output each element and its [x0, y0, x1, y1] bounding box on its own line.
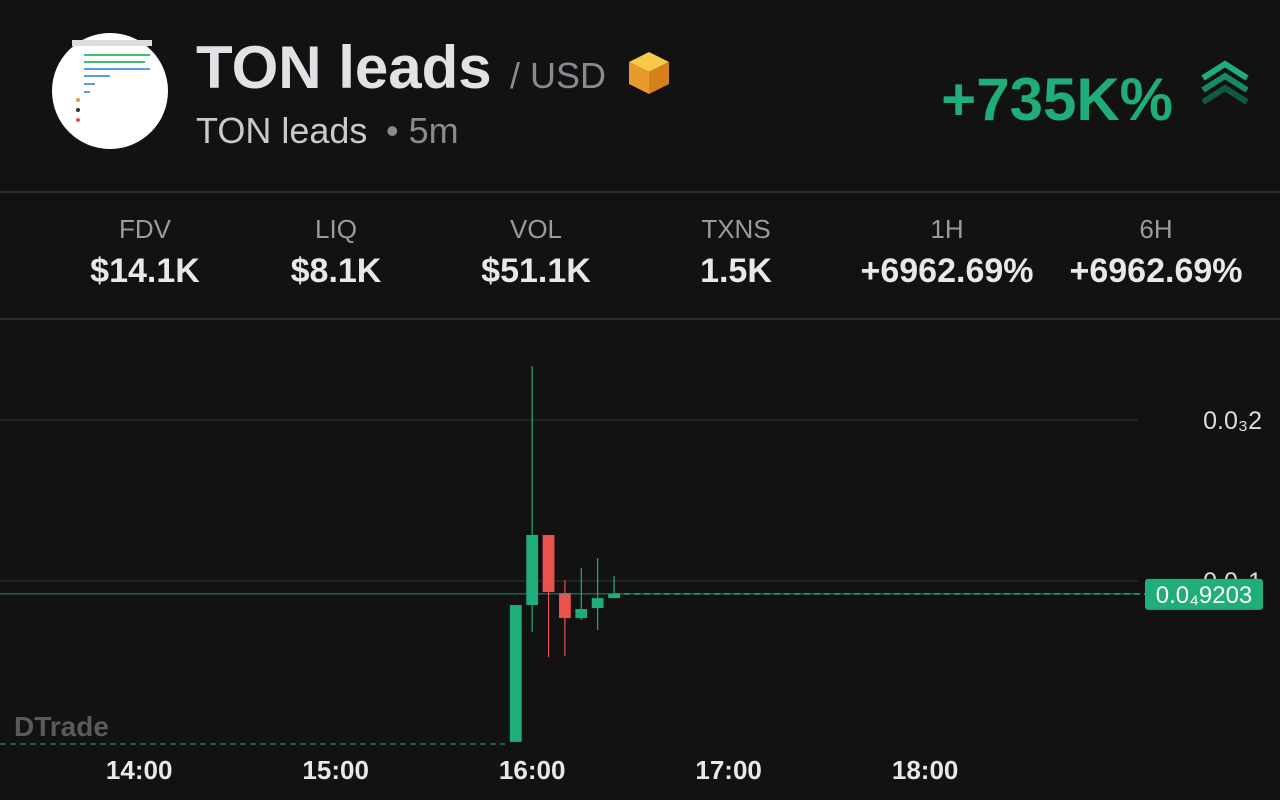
stat-value: $8.1K: [291, 252, 382, 290]
stats-row: FDV $14.1K LIQ $8.1K VOL $51.1K TXNS 1.5K 1H +696…: [90, 214, 1242, 290]
token-title: TON leads: [196, 34, 492, 101]
watermark: DTrade: [14, 711, 109, 742]
stat-label: FDV: [119, 214, 172, 244]
candle-body: [526, 534, 539, 606]
quote-currency: / USD: [510, 55, 606, 96]
price-tag-label: 0.0₄9203: [1156, 582, 1253, 609]
avatar-detail: [76, 98, 80, 102]
stat-value: $51.1K: [481, 252, 591, 290]
x-tick-label: 17:00: [695, 755, 762, 785]
avatar-detail: [72, 40, 152, 46]
cube-icon: [629, 52, 669, 94]
stat-label: 1H: [930, 214, 963, 244]
stat-label: LIQ: [315, 214, 357, 244]
cube-left: [629, 62, 649, 94]
stat-value: 1.5K: [700, 252, 772, 290]
candle-body: [575, 609, 588, 619]
chevron: [1201, 60, 1249, 81]
trend-icon: [1201, 60, 1249, 105]
candle-body: [559, 593, 571, 619]
interval: • 5m: [386, 110, 459, 151]
price-tag: [1145, 578, 1263, 610]
stat-value: +6962.69%: [861, 252, 1034, 290]
candle-body: [509, 605, 522, 742]
cube-right: [649, 62, 669, 94]
stat-value: +6962.69%: [1070, 252, 1243, 290]
chart: DTrade0.0₃20.0₃114:0015:0016:0017:0018:0…: [0, 366, 1263, 785]
x-tick-label: 14:00: [106, 755, 173, 785]
avatar-detail: [76, 118, 80, 122]
subtitle: TON leads: [196, 110, 367, 151]
y-tick-label: 0.0₃2: [1203, 407, 1262, 435]
stat-value: $14.1K: [90, 252, 200, 290]
candle-body: [542, 534, 555, 592]
candle-body: [608, 593, 620, 599]
candle-body: [591, 598, 604, 609]
stat-label: TXNS: [701, 214, 770, 244]
stat-label: 6H: [1139, 214, 1172, 244]
price-change: +735K%: [941, 66, 1173, 133]
x-tick-label: 15:00: [302, 755, 369, 785]
token-avatar[interactable]: [52, 33, 168, 149]
x-tick-label: 16:00: [499, 755, 566, 785]
chevron: [1201, 84, 1249, 105]
avatar-detail: [76, 108, 80, 112]
x-tick-label: 18:00: [892, 755, 959, 785]
avatar-circle: [52, 33, 168, 149]
stat-label: VOL: [510, 214, 562, 244]
chevron: [1201, 72, 1249, 93]
